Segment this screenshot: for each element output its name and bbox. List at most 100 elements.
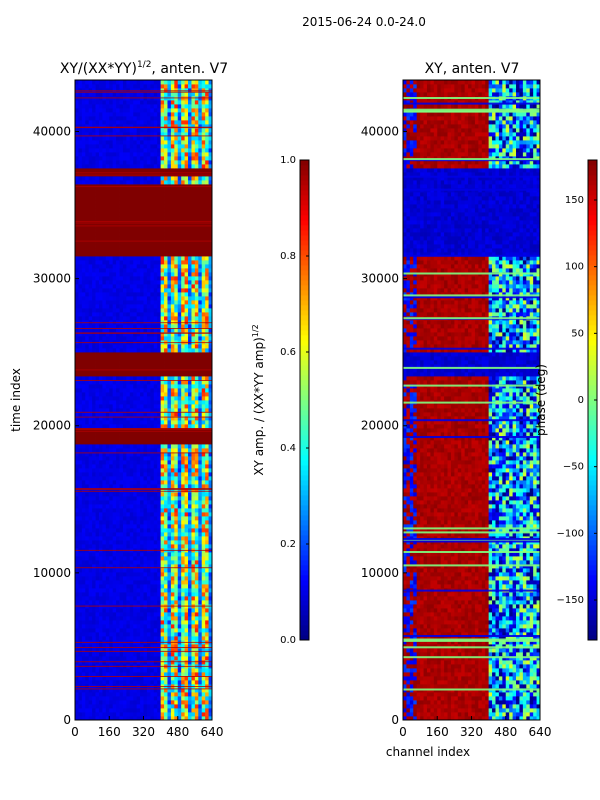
heatmap-cell xyxy=(85,236,90,241)
heatmap-cell xyxy=(153,336,158,341)
heatmap-cell xyxy=(188,460,192,465)
heatmap-cell xyxy=(208,484,213,489)
heatmap-cell xyxy=(95,244,100,249)
heatmap-cell xyxy=(140,632,144,637)
heatmap-cell xyxy=(98,668,103,673)
heatmap-cell xyxy=(88,504,93,509)
heatmap-cell xyxy=(116,476,120,481)
heatmap-cell xyxy=(129,500,134,505)
heatmap-cell xyxy=(208,292,213,297)
heatmap-cell xyxy=(119,284,124,289)
heatmap-cell xyxy=(188,384,192,389)
heatmap-cell xyxy=(174,436,179,441)
heatmap-cell xyxy=(146,452,151,457)
heatmap-cell xyxy=(136,232,141,237)
heatmap-cell xyxy=(157,616,162,621)
heatmap-cell xyxy=(167,688,172,693)
heatmap-cell xyxy=(116,400,120,405)
heatmap-cell xyxy=(188,704,192,709)
heatmap-cell xyxy=(109,268,114,273)
heatmap-cell xyxy=(81,236,86,241)
heatmap-cell xyxy=(208,280,213,285)
heatmap-cell xyxy=(140,272,144,277)
heatmap-cell xyxy=(95,344,100,349)
heatmap-cell xyxy=(105,652,110,657)
heatmap-cell xyxy=(167,496,172,501)
heatmap-cell xyxy=(177,692,182,697)
heatmap-cell xyxy=(198,336,203,341)
heatmap-cell xyxy=(198,312,203,317)
heatmap-cell xyxy=(198,480,203,485)
heatmap-cell xyxy=(194,392,199,397)
heatmap-cell xyxy=(129,440,134,445)
heatmap-cell xyxy=(181,476,185,481)
heatmap-cell xyxy=(143,308,148,313)
heatmap-cell xyxy=(122,696,127,701)
heatmap-cell xyxy=(126,540,131,545)
heatmap-cell xyxy=(181,236,185,241)
heatmap-cell xyxy=(140,688,144,693)
heatmap-cell xyxy=(150,464,155,469)
heatmap-cell xyxy=(105,540,110,545)
heatmap-cell xyxy=(194,452,199,457)
heatmap-cell xyxy=(122,464,127,469)
heatmap-cell xyxy=(88,688,93,693)
heatmap-cell xyxy=(143,576,148,581)
heatmap-cell xyxy=(184,416,189,421)
heatmap-cell xyxy=(167,388,172,393)
heatmap-cell xyxy=(119,540,124,545)
heatmap-cell xyxy=(81,232,86,237)
heatmap-cell xyxy=(177,356,182,361)
heatmap-cell xyxy=(119,472,124,477)
heatmap-cell xyxy=(164,704,168,709)
heatmap-cell xyxy=(98,524,103,529)
heatmap-cell xyxy=(133,644,138,649)
heatmap-cell xyxy=(88,572,93,577)
heatmap-cell xyxy=(88,508,93,513)
heatmap-cell xyxy=(102,696,107,701)
heatmap-cell xyxy=(105,596,110,601)
heatmap-cell xyxy=(160,668,165,673)
heatmap-cell xyxy=(109,248,114,253)
heatmap-cell xyxy=(119,428,124,433)
heatmap-cell xyxy=(177,564,182,569)
heatmap-cell xyxy=(157,656,162,661)
heatmap-cell xyxy=(146,564,151,569)
heatmap-cell xyxy=(201,292,206,297)
heatmap-cell xyxy=(81,440,86,445)
heatmap-cell xyxy=(191,312,196,317)
heatmap-cell xyxy=(201,308,206,313)
heatmap-cell xyxy=(116,572,120,577)
heatmap-cell xyxy=(75,332,79,337)
heatmap-cell xyxy=(201,456,206,461)
heatmap-cell xyxy=(133,608,138,613)
heatmap-cell xyxy=(208,284,213,289)
heatmap-cell xyxy=(129,452,134,457)
heatmap-cell xyxy=(75,680,79,685)
heatmap-cell xyxy=(205,576,209,581)
heatmap-cell xyxy=(167,516,172,521)
heatmap-cell xyxy=(109,416,114,421)
heatmap-cell xyxy=(126,308,131,313)
heatmap-cell xyxy=(164,344,168,349)
heatmap-cell xyxy=(198,668,203,673)
heatmap-cell xyxy=(140,220,144,225)
heatmap-cell xyxy=(140,284,144,289)
heatmap-cell xyxy=(205,324,209,329)
heatmap-cell xyxy=(164,676,168,681)
heatmap-cell xyxy=(205,444,209,449)
heatmap-cell xyxy=(140,400,144,405)
heatmap-cell xyxy=(88,288,93,293)
heatmap-cell xyxy=(146,696,151,701)
heatmap-cell xyxy=(109,464,114,469)
heatmap-cell xyxy=(170,488,175,493)
heatmap-cell xyxy=(98,572,103,577)
heatmap-cell xyxy=(160,616,165,621)
heatmap-cell xyxy=(122,616,127,621)
heatmap-cell xyxy=(164,324,168,329)
heatmap-cell xyxy=(188,484,192,489)
heatmap-cell xyxy=(116,236,120,241)
heatmap-cell xyxy=(208,532,213,537)
heatmap-cell xyxy=(205,448,209,453)
heatmap-cell xyxy=(194,568,199,573)
